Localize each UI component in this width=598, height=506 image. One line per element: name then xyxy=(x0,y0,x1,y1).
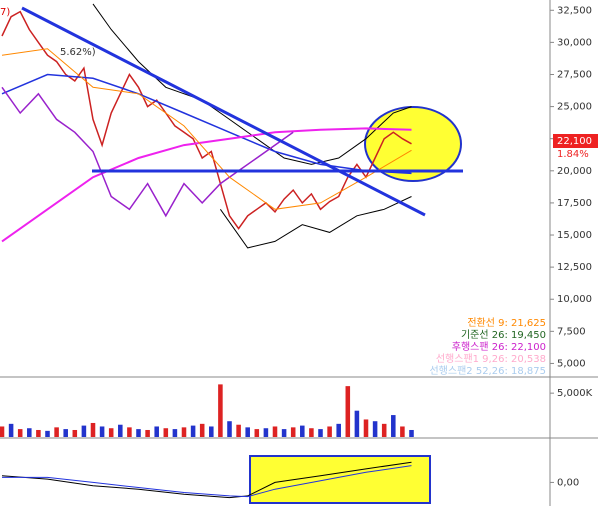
y-tick-label: 12,500 xyxy=(557,262,592,273)
volume-bar xyxy=(309,428,314,437)
series-line xyxy=(219,196,412,249)
volume-bar xyxy=(227,421,232,437)
volume-bar xyxy=(199,423,205,437)
volume-bar xyxy=(0,426,5,437)
volume-bar xyxy=(354,410,360,437)
trend-line xyxy=(21,6,426,217)
volume-bar xyxy=(172,429,178,437)
volume-bar xyxy=(254,429,260,437)
volume-bar xyxy=(190,425,196,437)
volume-bar xyxy=(136,429,141,437)
volume-bar xyxy=(8,423,14,437)
highlight-circle xyxy=(364,106,462,182)
volume-bar xyxy=(372,421,378,437)
series-line xyxy=(1,86,294,218)
volume-bar xyxy=(181,427,187,437)
volume-bar xyxy=(300,425,305,437)
volume-bar xyxy=(154,426,159,437)
series-line xyxy=(1,73,412,175)
volume-bar xyxy=(72,429,78,437)
series-line xyxy=(2,465,412,498)
y-tick-label: 27,500 xyxy=(557,69,592,80)
y-tick-label: 5,000 xyxy=(557,358,586,369)
price-box xyxy=(553,134,598,148)
volume-bar xyxy=(163,428,169,437)
volume-bar xyxy=(99,426,105,437)
y-tick-label: 15,000 xyxy=(557,230,592,241)
volume-bar xyxy=(27,428,32,437)
layer xyxy=(0,3,414,499)
volume-bar xyxy=(63,429,68,437)
volume-bar xyxy=(400,426,405,437)
volume-bar xyxy=(363,419,369,437)
plot-area xyxy=(0,0,550,506)
annotation: 5.62%) xyxy=(60,47,96,58)
series-line xyxy=(92,3,412,165)
legend-entry: 선행스팬2 52,26: 18,875 xyxy=(429,365,546,377)
y-tick-label: 17,500 xyxy=(557,198,592,209)
volume-bar xyxy=(318,429,323,437)
series-line xyxy=(1,10,412,230)
volume-bar xyxy=(290,427,296,437)
volume-bar xyxy=(54,427,59,437)
volume-bar xyxy=(90,422,96,437)
y-tick-label: 7,500 xyxy=(557,326,586,337)
legend-entry: 후행스팬 26: 22,100 xyxy=(452,341,546,353)
volume-bar xyxy=(127,427,132,437)
volume-bar xyxy=(236,424,241,437)
volume-bar xyxy=(281,429,287,437)
legend-entry: 선행스팬1 9,26: 20,538 xyxy=(436,353,546,365)
volume-bar xyxy=(17,429,23,437)
series-line xyxy=(1,48,412,210)
volume-bar xyxy=(327,426,332,437)
volume-bar xyxy=(118,424,123,437)
change-label: 1.84% xyxy=(557,149,589,160)
legend-entry: 전환선 9: 21,625 xyxy=(467,317,546,329)
y-tick-label: 30,000 xyxy=(557,37,592,48)
y-tick-label: 5,000K xyxy=(557,388,593,399)
annotation: 7) xyxy=(0,7,10,18)
volume-bar xyxy=(45,430,50,437)
volume-bar xyxy=(245,427,250,437)
y-tick-label: 10,000 xyxy=(557,294,592,305)
volume-bar xyxy=(218,384,223,437)
y-tick-label: 32,500 xyxy=(557,5,592,16)
series-line xyxy=(1,127,412,243)
y-tick-label: 20,000 xyxy=(557,166,592,177)
volume-bar xyxy=(108,428,114,437)
volume-bar xyxy=(272,426,278,437)
volume-bar xyxy=(145,429,150,437)
y-tick-label: 0,00 xyxy=(557,477,579,488)
volume-bar xyxy=(81,425,87,437)
series-line xyxy=(1,461,412,499)
volume-bar xyxy=(391,415,396,437)
volume-bar xyxy=(336,423,341,437)
volume-bar xyxy=(263,428,269,437)
volume-bar xyxy=(409,429,414,437)
volume-bar xyxy=(345,386,351,437)
volume-bar xyxy=(381,423,387,437)
legend-entry: 기준선 26: 19,450 xyxy=(461,329,546,341)
volume-bar xyxy=(36,429,41,437)
price-label: 22,100 xyxy=(557,136,592,147)
volume-bar xyxy=(209,426,214,437)
y-tick-label: 25,000 xyxy=(557,102,592,113)
